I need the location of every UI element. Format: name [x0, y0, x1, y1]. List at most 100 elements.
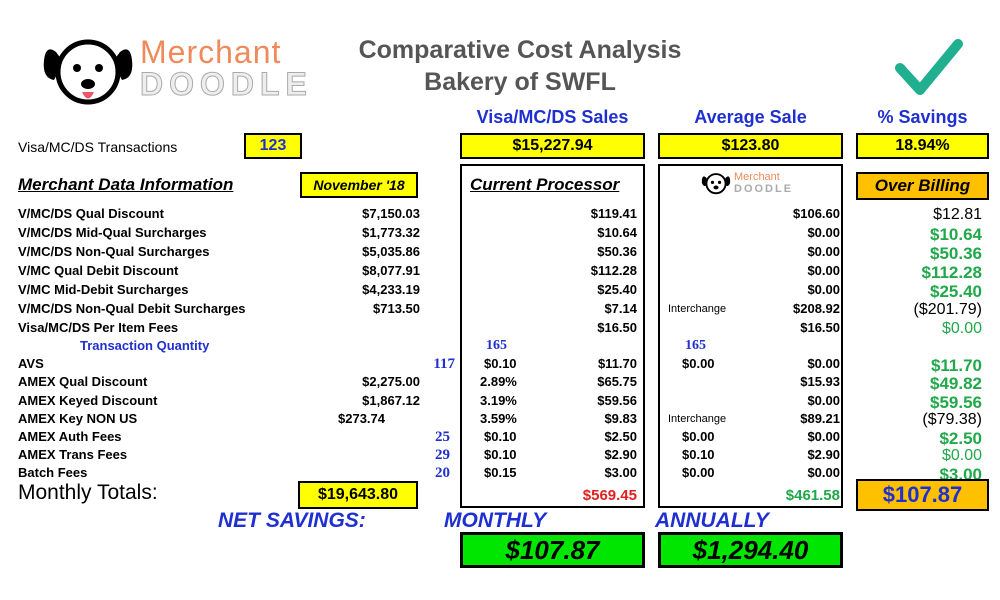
- doodle-amount: $0.00: [807, 465, 840, 480]
- over-billing-amount: $0.00: [941, 447, 982, 464]
- current-processor-heading: Current Processor: [470, 175, 620, 194]
- row-label: Batch Fees: [18, 465, 88, 480]
- doodle-amount: $208.92: [793, 301, 840, 316]
- over-billing-amount: $11.70: [930, 356, 982, 375]
- merchant-amount: $4,233.19: [362, 282, 420, 297]
- data-rows: V/MC/DS Qual Discount $7,150.03 $119.41 …: [0, 206, 1000, 486]
- current-rate: 165: [486, 338, 507, 353]
- current-amount: $119.41: [590, 206, 637, 221]
- merchant-amount: $7,150.03: [362, 206, 420, 221]
- over-billing-amount: $49.82: [930, 374, 982, 393]
- current-amount: $16.50: [597, 320, 637, 335]
- doodle-amount: $0.00: [807, 393, 840, 408]
- current-total: $569.45: [582, 487, 637, 504]
- annual-savings: $1,294.40: [658, 532, 843, 568]
- row-label: AMEX Key NON US: [18, 411, 138, 426]
- merchant-total: $19,643.80: [298, 481, 418, 509]
- doodle-amount: $0.00: [807, 356, 840, 371]
- table-row: V/MC/DS Non-Qual Debit Surcharges $713.5…: [0, 301, 1000, 319]
- table-row: AMEX Key NON US $273.74 3.59% $9.83 Inte…: [0, 411, 1000, 429]
- table-row: AMEX Auth Fees 25 $0.10 $2.50 $0.00 $0.0…: [0, 429, 1000, 448]
- doodle-amount: $0.00: [807, 244, 840, 259]
- current-rate: $0.10: [484, 356, 517, 371]
- avg-sale-header: Average Sale: [694, 107, 807, 127]
- merchant-amount: $2,275.00: [362, 374, 420, 389]
- month-badge: November '18: [300, 172, 418, 198]
- over-billing-amount: $0.00: [941, 320, 982, 337]
- doodle-amount: $0.00: [807, 282, 840, 297]
- brand-name-small: Merchant: [734, 171, 780, 183]
- over-billing-total: $107.87: [856, 479, 989, 511]
- interchange-note: Interchange: [668, 303, 727, 315]
- savings-value: 18.94%: [856, 133, 989, 159]
- sales-header: Visa/MC/DS Sales: [476, 107, 629, 127]
- row-label: V/MC Qual Debit Discount: [18, 263, 179, 278]
- merchant-amount: $1,867.12: [362, 393, 420, 408]
- over-billing-amount: $112.28: [921, 263, 982, 282]
- doodle-rate: $0.00: [682, 429, 715, 444]
- checkmark-icon: [895, 39, 963, 95]
- savings-header: % Savings: [877, 107, 968, 127]
- row-label: AMEX Qual Discount: [18, 374, 148, 389]
- table-row: AMEX Trans Fees 29 $0.10 $2.90 $0.10 $2.…: [0, 447, 1000, 465]
- doodle-amount: $89.21: [800, 411, 840, 426]
- net-savings-label: NET SAVINGS:: [218, 509, 366, 532]
- merchant-amount: $8,077.91: [362, 263, 420, 278]
- monthly-totals-label: Monthly Totals:: [18, 481, 158, 504]
- row-label: Transaction Quantity: [80, 338, 210, 353]
- dog-logo-icon: [43, 39, 133, 105]
- row-label: V/MC Mid-Debit Surcharges: [18, 282, 189, 297]
- current-amount: $65.75: [597, 374, 637, 389]
- brand-name: Merchant: [140, 34, 282, 70]
- over-billing-amount: ($79.38): [922, 411, 982, 428]
- merchant-amount: $273.74: [338, 411, 385, 426]
- current-processor-panel: [460, 164, 645, 508]
- over-billing-badge: Over Billing: [856, 172, 989, 200]
- current-rate: $0.15: [484, 465, 517, 480]
- doodle-amount: $0.00: [807, 429, 840, 444]
- table-row: V/MC/DS Mid-Qual Surcharges $1,773.32 $1…: [0, 225, 1000, 244]
- doodle-amount: $106.60: [793, 206, 840, 221]
- doodle-rate: $0.00: [682, 465, 715, 480]
- doodle-rate: 165: [685, 338, 706, 353]
- merchant-amount: $1,773.32: [362, 225, 420, 240]
- page-subtitle: Bakery of SWFL: [424, 68, 616, 96]
- page-title: Comparative Cost Analysis: [358, 36, 682, 64]
- avg-sale-value: $123.80: [658, 133, 843, 159]
- current-amount: $25.40: [597, 282, 637, 297]
- doodle-amount: $16.50: [800, 320, 840, 335]
- current-rate: 3.59%: [480, 411, 517, 426]
- current-amount: $112.28: [590, 263, 637, 278]
- row-label: Visa/MC/DS Per Item Fees: [18, 320, 179, 335]
- table-row: V/MC/DS Non-Qual Surcharges $5,035.86 $5…: [0, 244, 1000, 263]
- current-amount: $3.00: [604, 465, 637, 480]
- current-amount: $59.56: [597, 393, 637, 408]
- monthly-label: MONTHLY: [444, 509, 547, 532]
- current-rate: $0.10: [484, 447, 517, 462]
- row-label: V/MC/DS Qual Discount: [18, 206, 164, 221]
- annually-label: ANNUALLY: [655, 509, 769, 532]
- over-billing-amount: $10.64: [930, 225, 982, 244]
- merchant-data-heading: Merchant Data Information: [18, 175, 234, 194]
- table-row: V/MC/DS Qual Discount $7,150.03 $119.41 …: [0, 206, 1000, 224]
- transactions-value: 123: [244, 133, 302, 159]
- current-amount: $2.50: [604, 429, 637, 444]
- over-billing-amount: ($201.79): [913, 301, 983, 318]
- table-row: Visa/MC/DS Per Item Fees $16.50 $16.50 $…: [0, 320, 1000, 338]
- brand-subname: DOODLE: [140, 66, 313, 103]
- monthly-savings: $107.87: [460, 532, 645, 568]
- doodle-rate: $0.00: [682, 356, 715, 371]
- table-row: V/MC Qual Debit Discount $8,077.91 $112.…: [0, 263, 1000, 282]
- table-row: Transaction Quantity 165 165: [0, 338, 1000, 356]
- over-billing-amount: $12.81: [933, 206, 982, 223]
- merchant-amount: $713.50: [373, 301, 420, 316]
- doodle-total: $461.58: [785, 487, 840, 504]
- row-label: AVS: [18, 356, 44, 371]
- current-rate: 3.19%: [480, 393, 517, 408]
- interchange-note: Interchange: [668, 413, 727, 425]
- table-row: AVS 117 $0.10 $11.70 $0.00 $0.00 $11.70: [0, 356, 1000, 375]
- count-value: 117: [433, 356, 455, 372]
- dog-logo-small-icon: [701, 173, 731, 195]
- doodle-rate: $0.10: [682, 447, 715, 462]
- table-row: V/MC Mid-Debit Surcharges $4,233.19 $25.…: [0, 282, 1000, 301]
